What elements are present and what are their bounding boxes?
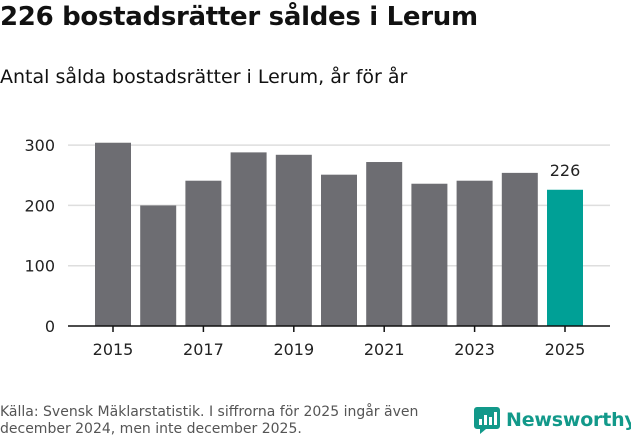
- chart-title: 226 bostadsrätter såldes i Lerum: [0, 2, 478, 32]
- bars: [95, 142, 583, 326]
- value-label-2025: 226: [550, 161, 581, 180]
- bar-chart: 0 100 200 300 226 2015 2017 2019 2021 2023 2025: [24, 136, 610, 359]
- x-axis-ticks: 2015 2017 2019 2021 2023 2025: [93, 326, 586, 359]
- x-tick-label: 2017: [183, 340, 224, 359]
- bar-2015: [95, 142, 131, 326]
- source-note: Källa: Svensk Mäklarstatistik. I siffror…: [0, 404, 419, 437]
- bar-2016: [140, 205, 177, 326]
- bar-2023: [456, 180, 493, 326]
- x-tick-label: 2019: [273, 340, 314, 359]
- chart-subtitle: Antal sålda bostadsrätter i Lerum, år fö…: [0, 66, 408, 88]
- y-tick-label: 100: [24, 257, 55, 276]
- y-tick-label: 200: [24, 196, 55, 215]
- bar-2024: [501, 172, 538, 326]
- x-tick-label: 2025: [545, 340, 586, 359]
- bar-2017: [185, 180, 222, 326]
- bar-2019: [275, 154, 312, 326]
- bar-2020: [321, 174, 357, 326]
- brand-logo[interactable]: Newsworthy: [474, 406, 631, 434]
- y-tick-label: 0: [45, 317, 55, 336]
- newsworthy-logo-icon: [474, 407, 500, 434]
- x-tick-label: 2023: [454, 340, 495, 359]
- bar-2022: [411, 183, 448, 326]
- x-tick-label: 2015: [93, 340, 134, 359]
- value-labels: 226: [550, 161, 581, 180]
- x-tick-label: 2021: [364, 340, 405, 359]
- bar-2021: [366, 162, 403, 326]
- bar-2025: [547, 189, 583, 326]
- bar-2018: [230, 152, 267, 326]
- y-axis-ticks: 0 100 200 300: [24, 136, 55, 336]
- brand-name: Newsworthy: [506, 409, 631, 431]
- y-tick-label: 300: [24, 136, 55, 155]
